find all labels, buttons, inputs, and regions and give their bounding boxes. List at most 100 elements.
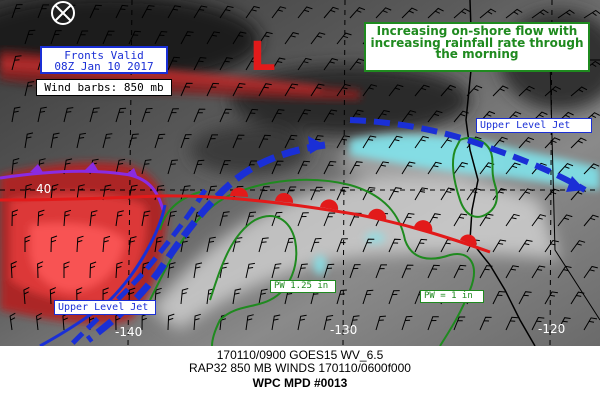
- wind-barb: [193, 108, 206, 123]
- occluded-front: [0, 162, 165, 211]
- wind-barb: [297, 160, 310, 175]
- wind-barb: [50, 132, 60, 149]
- wind-barb: [245, 57, 260, 71]
- wind-barb: [388, 290, 400, 305]
- wind-barb: [128, 133, 139, 149]
- wind-barb: [310, 32, 326, 45]
- wind-barb: [401, 315, 413, 331]
- wind-barb: [362, 135, 377, 149]
- wind-barb: [505, 213, 520, 227]
- wind-barb: [310, 83, 325, 97]
- wind-barb: [284, 83, 299, 97]
- wind-barb: [453, 110, 469, 123]
- wind-barb: [37, 4, 49, 19]
- wind-barb: [35, 312, 43, 331]
- wind-barb: [258, 31, 273, 45]
- wind-barb: [518, 85, 535, 97]
- wind-barb: [570, 137, 587, 149]
- wind-barb: [219, 108, 232, 123]
- wind-barb: [362, 289, 374, 305]
- wind-barb: [583, 163, 600, 175]
- wind-barb: [349, 7, 366, 19]
- wind-barb: [466, 187, 481, 201]
- wind-barb: [193, 262, 203, 279]
- wind-barb: [323, 263, 335, 279]
- wind-barb: [128, 30, 141, 45]
- wind-barb: [245, 108, 259, 123]
- wind-barb: [89, 210, 98, 227]
- wind-barb: [154, 30, 168, 45]
- pw-label-1-25: PW 1.25 in: [270, 280, 336, 293]
- wind-barb: [180, 288, 189, 305]
- wind-barb: [258, 237, 269, 253]
- wind-barb: [453, 162, 469, 175]
- wind-barb: [544, 188, 560, 201]
- wind-barb: [89, 261, 97, 279]
- wind-barb: [102, 30, 115, 45]
- fronts-valid-box: Fronts Valid 08Z Jan 10 2017: [40, 46, 168, 74]
- wind-barb: [323, 6, 339, 19]
- wind-barb: [76, 184, 85, 201]
- wind-barb: [401, 7, 418, 19]
- wind-barb: [583, 317, 598, 331]
- wind-barb: [544, 86, 562, 97]
- wind-barb: [271, 160, 284, 175]
- wind-barb: [427, 7, 444, 19]
- wind-barb: [570, 240, 586, 253]
- wind-barb: [193, 159, 205, 175]
- wind-barb: [427, 110, 443, 123]
- wind-barb: [24, 183, 32, 201]
- wind-barb: [245, 314, 254, 331]
- pw-label-1: PW = 1 in: [420, 290, 484, 303]
- wind-barb: [63, 107, 74, 123]
- lon-tick-label: -120: [538, 322, 566, 336]
- wind-barb: [336, 238, 348, 253]
- wind-barb: [557, 265, 572, 279]
- wind-barb: [544, 239, 559, 253]
- wind-barb: [245, 5, 260, 19]
- wind-barb: [102, 133, 113, 149]
- wind-barb: [492, 188, 508, 201]
- wind-barb: [323, 160, 337, 175]
- wind-barb: [50, 30, 62, 45]
- wind-barb: [89, 4, 102, 19]
- wind-barb: [336, 83, 351, 97]
- wind-barb: [375, 315, 386, 331]
- wind-barb: [505, 8, 523, 19]
- wind-barb: [258, 134, 271, 149]
- wind-barb: [232, 134, 245, 149]
- footer-mpd-title: WPC MPD #0013: [252, 376, 348, 390]
- wind-barb: [115, 158, 126, 175]
- wind-barb: [11, 55, 22, 71]
- pw-contours: [149, 137, 498, 346]
- wind-barb: [23, 286, 30, 305]
- wind-barb: [427, 264, 440, 279]
- wind-barb: [167, 5, 181, 19]
- wind-barb: [128, 236, 137, 253]
- wind-barb: [193, 5, 208, 19]
- wind-barb: [453, 316, 466, 331]
- wind-barb: [245, 211, 257, 227]
- wind-barb: [310, 186, 323, 201]
- wind-barb: [115, 261, 123, 279]
- wind-barb: [76, 30, 89, 45]
- jet-label-ne: Upper Level Jet: [476, 118, 592, 133]
- wind-barb: [375, 7, 392, 19]
- wind-barb: [141, 210, 151, 227]
- wind-barb: [479, 265, 493, 279]
- wind-barb: [440, 187, 455, 201]
- wind-barb: [336, 289, 347, 305]
- wind-barb: [206, 236, 216, 253]
- wind-barb: [414, 135, 429, 149]
- crossed-circle-icon: [51, 1, 75, 25]
- wind-barb: [24, 29, 36, 45]
- wind-barb: [531, 9, 549, 19]
- wind-barb: [479, 8, 497, 19]
- wind-barb: [24, 81, 35, 97]
- wind-barb: [37, 209, 45, 227]
- wind-barb: [518, 137, 535, 149]
- wind-barb: [518, 188, 534, 201]
- wind-barb: [362, 84, 378, 97]
- wind-barb: [180, 82, 193, 97]
- wind-barb: [427, 213, 441, 227]
